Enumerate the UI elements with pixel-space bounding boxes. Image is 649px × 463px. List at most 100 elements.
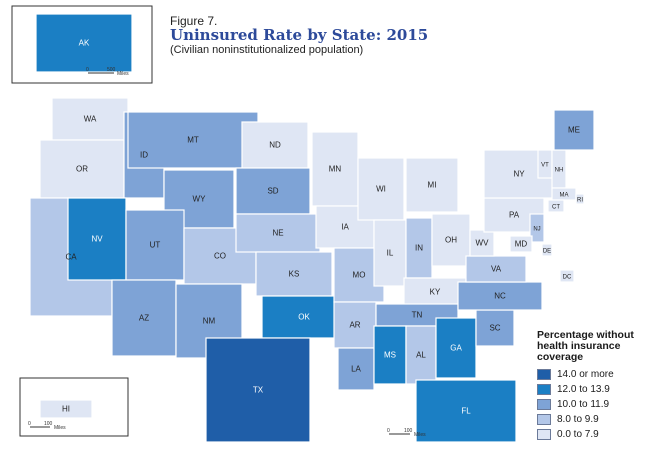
state-nc	[457, 281, 543, 311]
state-wv	[469, 229, 495, 257]
state-tx	[205, 337, 311, 443]
state-label-wa: WA	[84, 115, 97, 124]
state-de	[541, 243, 553, 257]
state-nj	[529, 213, 545, 243]
state-ri	[575, 193, 585, 205]
state-ks	[255, 251, 333, 297]
state-nd	[241, 121, 309, 169]
map-subtitle: (Civilian noninstitutionalized populatio…	[170, 44, 364, 56]
state-label-ga: GA	[450, 344, 462, 353]
state-oh	[431, 213, 471, 267]
state-mn	[311, 131, 359, 207]
alaska-scale-start: 0	[86, 67, 89, 73]
state-label-ne: NE	[272, 229, 283, 238]
state-label-nj: NJ	[533, 227, 540, 233]
state-label-md: MD	[515, 240, 528, 249]
legend-title: Percentage without health insurance cove…	[537, 329, 634, 363]
state-ar	[333, 301, 377, 349]
state-mt	[127, 111, 259, 169]
mainland-scale-start: 0	[387, 428, 390, 434]
state-label-nd: ND	[269, 141, 281, 150]
state-label-ms: MS	[384, 351, 396, 360]
state-nv	[67, 197, 127, 281]
legend-swatch	[537, 414, 551, 425]
state-label-ky: KY	[430, 288, 441, 297]
state-label-de: DE	[543, 249, 551, 255]
state-label-ma: MA	[560, 193, 569, 199]
state-label-al: AL	[416, 351, 426, 360]
legend-swatch	[537, 399, 551, 410]
state-label-mo: MO	[353, 271, 366, 280]
state-mi	[405, 157, 459, 213]
state-me	[553, 109, 595, 151]
state-ak	[35, 13, 133, 73]
legend-item: 12.0 to 13.9	[537, 382, 645, 397]
state-label-me: ME	[568, 126, 580, 135]
state-label-mt: MT	[187, 136, 199, 145]
state-label-ny: NY	[513, 170, 525, 179]
state-label-or: OR	[76, 165, 88, 174]
hawaii-scale-end: 100	[44, 421, 53, 427]
state-label-nh: NH	[555, 168, 564, 174]
state-label-ri: RI	[577, 198, 583, 204]
state-hi	[39, 399, 93, 419]
state-az	[111, 279, 177, 357]
legend-item: 10.0 to 11.9	[537, 397, 645, 412]
state-md	[509, 235, 533, 253]
legend-item-label: 14.0 or more	[557, 369, 614, 380]
state-label-ct: CT	[552, 205, 560, 211]
state-label-wv: WV	[476, 239, 490, 248]
state-label-fl: FL	[461, 407, 471, 416]
state-label-az: AZ	[139, 314, 149, 323]
state-label-ca: CA	[65, 253, 77, 262]
state-label-tx: TX	[253, 386, 264, 395]
state-la	[337, 347, 375, 391]
state-label-ok: OK	[298, 313, 310, 322]
state-label-vt: VT	[541, 163, 549, 169]
alaska-scale-bar: 0 500 Miles	[86, 67, 129, 77]
legend-item-label: 0.0 to 7.9	[557, 429, 599, 440]
hawaii-scale-bar: 0 100 Miles	[28, 421, 66, 431]
mainland-scale-end: 100	[404, 428, 413, 434]
alaska-scale-unit: Miles	[117, 71, 129, 77]
map-title: Uninsured Rate by State: 2015	[170, 26, 429, 44]
figure-label: Figure 7.	[170, 14, 218, 28]
state-ms	[373, 325, 407, 385]
state-label-ut: UT	[150, 241, 161, 250]
state-sd	[235, 167, 311, 215]
state-label-wy: WY	[193, 195, 207, 204]
mainland-scale-bar: 0 100 Miles	[387, 428, 426, 438]
legend-swatch	[537, 369, 551, 380]
state-va	[465, 255, 527, 283]
state-label-wi: WI	[376, 185, 386, 194]
mainland-scale-unit: Miles	[414, 432, 426, 438]
state-ne	[235, 213, 321, 253]
legend-item-label: 12.0 to 13.9	[557, 384, 610, 395]
legend-item-label: 10.0 to 11.9	[557, 399, 610, 410]
state-fl	[415, 379, 517, 443]
state-dc	[559, 269, 575, 283]
state-label-ia: IA	[341, 223, 349, 232]
state-label-hi: HI	[62, 405, 70, 414]
legend-item: 0.0 to 7.9	[537, 427, 645, 442]
legend-swatch	[537, 429, 551, 440]
state-label-la: LA	[351, 365, 361, 374]
hawaii-scale-start: 0	[28, 421, 31, 427]
state-label-nc: NC	[494, 292, 506, 301]
legend-item: 8.0 to 9.9	[537, 412, 645, 427]
state-label-il: IL	[387, 249, 394, 258]
state-ct	[547, 199, 565, 213]
state-al	[405, 325, 437, 385]
state-label-dc: DC	[563, 275, 572, 281]
state-ga	[435, 317, 477, 379]
state-ok	[261, 295, 347, 339]
state-label-in: IN	[415, 244, 423, 253]
state-label-oh: OH	[445, 236, 457, 245]
state-label-tn: TN	[412, 311, 423, 320]
state-wi	[357, 157, 405, 221]
legend-item-label: 8.0 to 9.9	[557, 414, 599, 425]
state-label-nv: NV	[91, 235, 103, 244]
state-label-mi: MI	[428, 181, 437, 190]
state-label-ak: AK	[79, 39, 90, 48]
